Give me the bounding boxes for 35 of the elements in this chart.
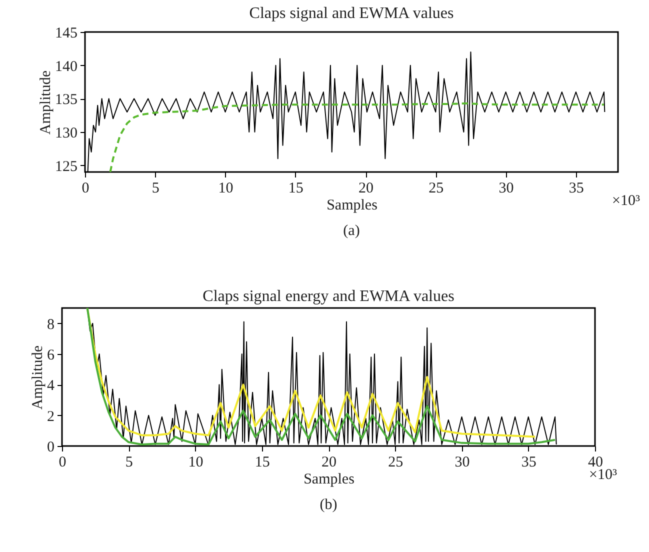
y-tick-label: 135 <box>55 92 78 108</box>
x-tick-label: 20 <box>358 180 374 196</box>
x-tick-label: 5 <box>152 180 160 196</box>
x-tick-label: 25 <box>428 180 444 196</box>
y-tick-label: 0 <box>47 440 54 456</box>
x-axis-title: Samples <box>326 198 378 214</box>
x-tick-label: 5 <box>125 454 133 470</box>
chart-title: Claps signal energy and EWMA values <box>202 288 454 305</box>
y-tick-label: 130 <box>55 126 78 142</box>
y-axis-title: Amplitude <box>38 70 54 135</box>
chart-title: Claps signal and EWMA values <box>249 5 454 22</box>
y-tick-label: 2 <box>47 408 54 425</box>
y-tick-label: 145 <box>55 26 78 42</box>
x-axis-title: Samples <box>304 472 355 488</box>
y-tick-label: 8 <box>47 316 54 333</box>
y-tick-label: 125 <box>55 158 78 175</box>
x-tick-label: 20 <box>322 454 336 470</box>
line-series <box>109 102 605 172</box>
y-tick-label: 6 <box>47 348 55 364</box>
x-tick-label: 30 <box>498 180 514 196</box>
text: ×10³ <box>612 193 640 209</box>
x-tick-label: 15 <box>254 454 270 470</box>
x-tick-label: 35 <box>568 180 584 196</box>
y-axis-title: Amplitude <box>30 345 46 410</box>
x-tick-label: 15 <box>288 180 304 196</box>
x-tick-label: 10 <box>218 180 234 196</box>
x-tick-label: 0 <box>82 180 90 196</box>
y-tick-label: 140 <box>55 58 78 75</box>
text: (a) <box>343 223 360 239</box>
x-tick-label: 10 <box>188 454 204 470</box>
y-tick-label: 4 <box>47 378 55 394</box>
x-tick-label: 25 <box>388 454 404 470</box>
x-tick-label: 30 <box>454 454 470 470</box>
x-tick-label: 35 <box>521 454 536 470</box>
text: (b) <box>320 497 338 513</box>
